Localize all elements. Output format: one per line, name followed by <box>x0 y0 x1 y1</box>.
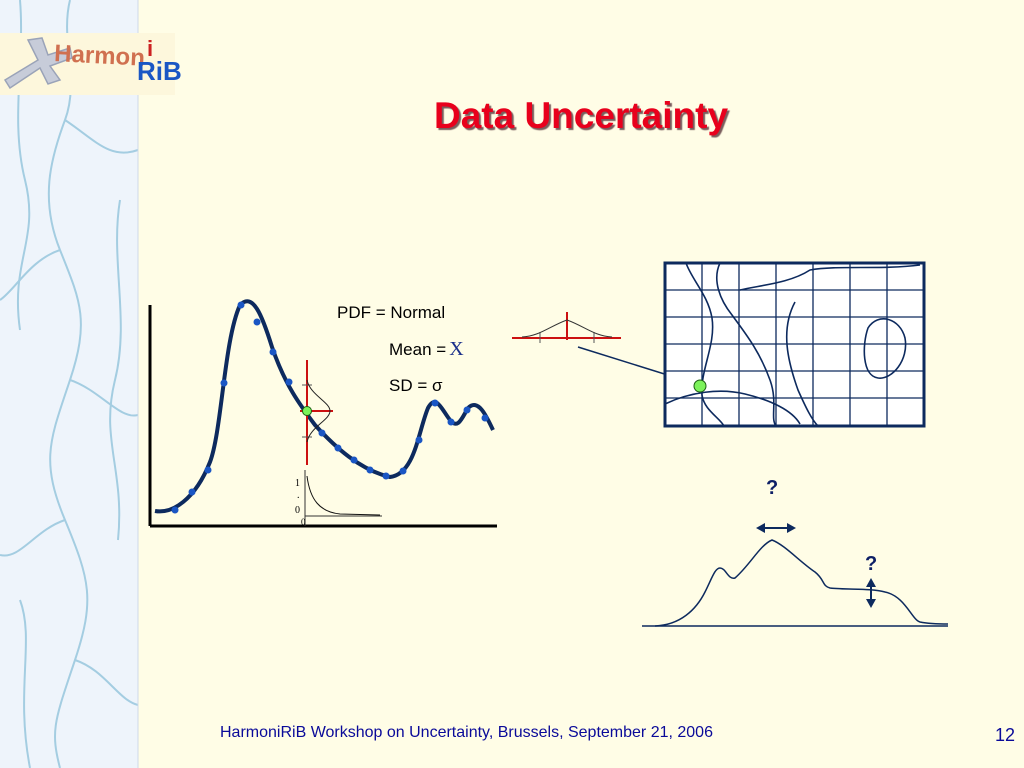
curve-point <box>366 466 374 474</box>
map-highlighted-cell-point <box>693 379 707 393</box>
curve-point <box>269 348 277 356</box>
pdf-curve-chart <box>148 299 497 528</box>
page-number: 12 <box>994 725 1015 745</box>
sidebar-river-pattern <box>0 0 139 768</box>
slide-title: Data Uncertainty <box>433 95 729 136</box>
curve-point <box>415 436 423 444</box>
inset-tick-bottom: 0 <box>295 505 300 516</box>
curve-point <box>253 318 261 326</box>
curve-point <box>318 429 326 437</box>
inset-tick-below: 0 <box>301 517 306 527</box>
curve-point <box>285 378 293 386</box>
horizontal-double-arrow-icon <box>756 523 796 533</box>
curve-point <box>350 456 358 464</box>
normal-distribution-icon <box>512 312 621 343</box>
sd-label: SD = σ <box>389 376 443 395</box>
normal-pdf-sideways <box>306 379 331 443</box>
mean-label: Mean = <box>389 340 447 359</box>
curve-point <box>188 488 196 496</box>
vertical-double-arrow-icon <box>866 578 876 608</box>
curve-data-points <box>171 301 489 514</box>
curve-point <box>204 466 212 474</box>
main-curve <box>154 299 495 514</box>
curve-point <box>171 506 179 514</box>
logo-text-harmon: Harmon <box>53 40 146 72</box>
curve-point <box>431 399 439 407</box>
question-mark-vertical: ? <box>865 553 878 575</box>
highlighted-point <box>302 406 312 416</box>
curve-point <box>463 406 471 414</box>
logo-text-i: i <box>147 36 154 61</box>
logo-text-rib: RiB <box>137 56 182 86</box>
curve-point <box>237 301 245 309</box>
inset-tick-top: 1 <box>295 478 300 489</box>
footer-text: HarmoniRiB Workshop on Uncertainty, Brus… <box>220 724 713 741</box>
grid-map <box>663 261 926 428</box>
uncertainty-profile <box>642 523 949 627</box>
curve-point <box>481 414 489 422</box>
curve-point <box>447 418 455 426</box>
mean-symbol: X <box>449 338 464 360</box>
inset-distribution-plot <box>304 470 382 526</box>
curve-point <box>334 444 342 452</box>
logo-mark-icon <box>3 37 73 90</box>
map-contour-lines <box>664 262 921 427</box>
curve-point <box>382 472 390 480</box>
curve-point <box>399 467 407 475</box>
curve-point <box>220 379 228 387</box>
inset-tick-dot: . <box>297 490 300 501</box>
question-mark-horizontal: ? <box>766 477 779 499</box>
mean-label-row: Mean = X <box>389 338 464 361</box>
pdf-label: PDF = Normal <box>337 303 446 322</box>
